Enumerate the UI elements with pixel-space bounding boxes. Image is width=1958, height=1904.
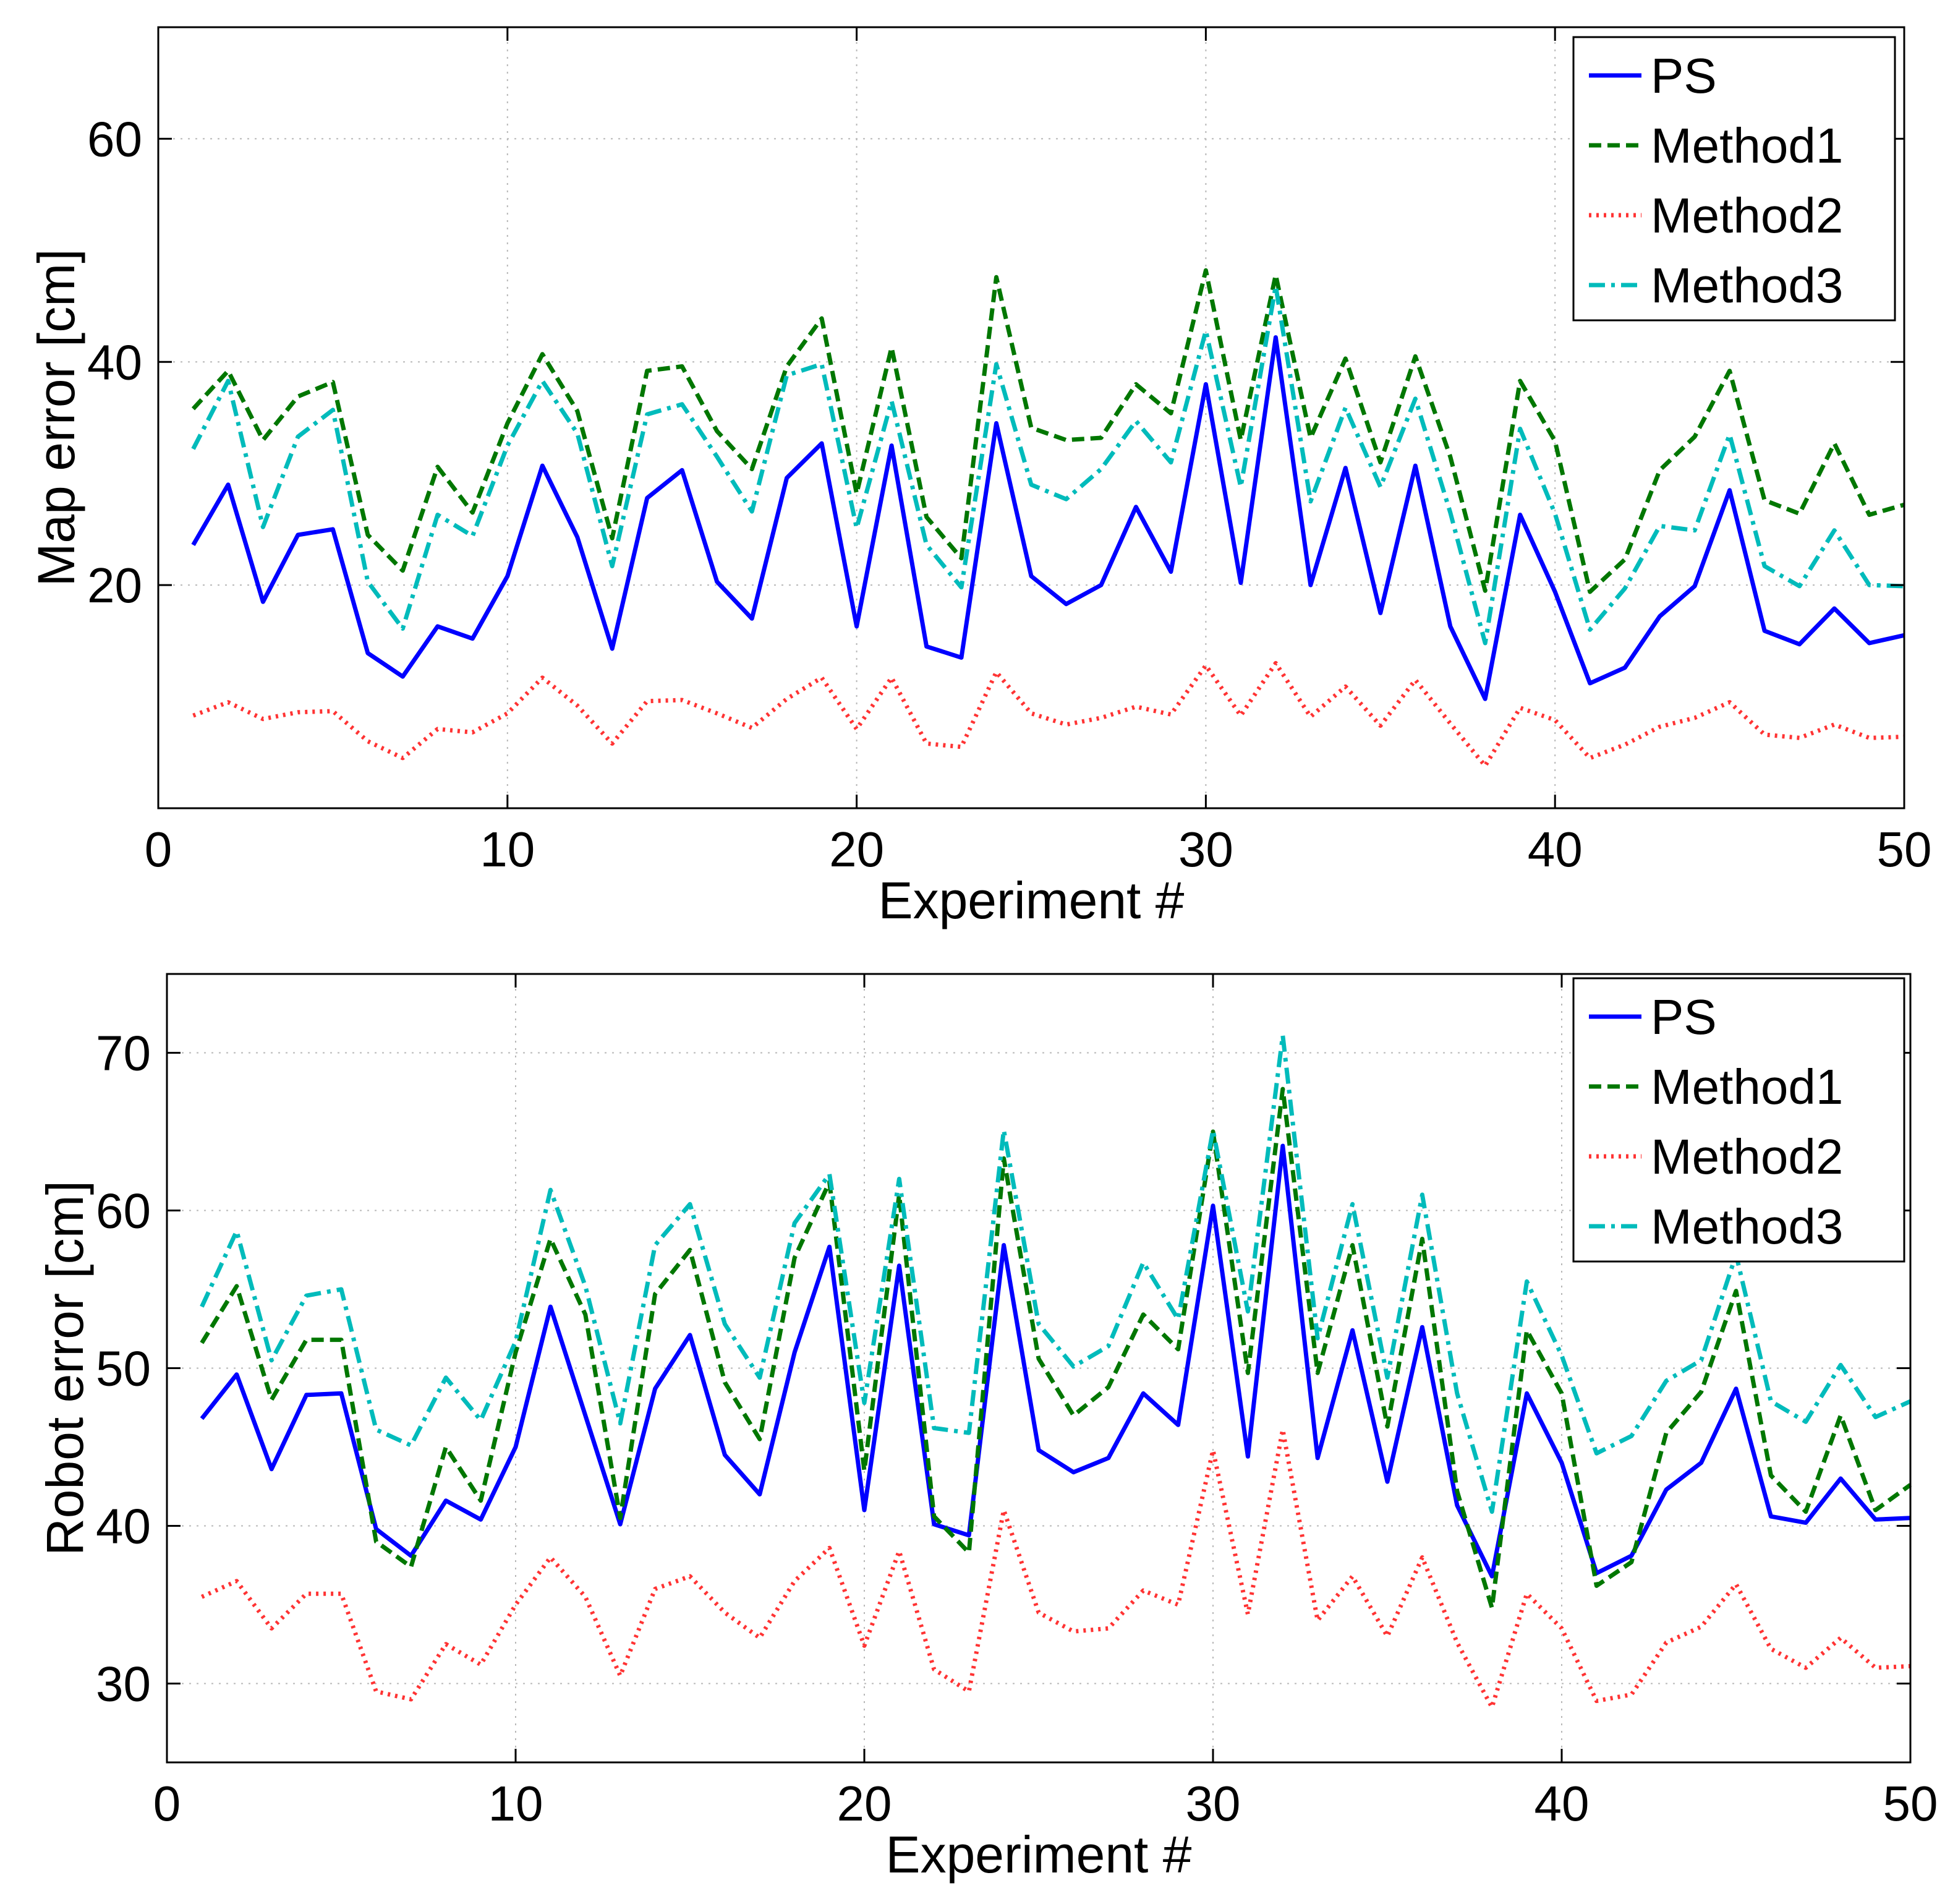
legend-label-method3: Method3 [1651, 258, 1843, 313]
y-tick-label: 50 [96, 1341, 151, 1396]
series-line-ps [200, 1143, 1911, 1579]
x-tick-label: 40 [1534, 1776, 1590, 1831]
x-axis-label: Experiment # [879, 871, 1185, 929]
robot-error-chart: 0 10 20 30 40 50 30 40 50 60 70 Experiment # Robot e… [36, 973, 1938, 1884]
x-tick-label: 20 [829, 822, 884, 877]
legend-box [1572, 977, 1905, 1263]
x-tick-label: 50 [1877, 822, 1932, 877]
y-tick-label: 70 [96, 1026, 151, 1081]
map-error-chart: 0 10 20 30 40 50 20 40 60 Experiment # Map error [… [27, 26, 1932, 929]
x-tick-label: 30 [1186, 1776, 1241, 1831]
x-tick-label: 10 [488, 1776, 543, 1831]
legend-label-ps: PS [1651, 48, 1717, 103]
legend: PS Method1 Method2 Method3 [1572, 977, 1905, 1263]
axes-frame [157, 26, 1905, 809]
x-tick-label: 30 [1178, 822, 1233, 877]
x-tick-label: 50 [1883, 1776, 1938, 1831]
y-tick-label: 60 [96, 1184, 151, 1239]
legend-label-ps: PS [1651, 989, 1717, 1044]
x-tick-label: 40 [1528, 822, 1583, 877]
legend-label-method1: Method1 [1651, 118, 1843, 173]
x-tick-label: 10 [480, 822, 535, 877]
y-axis-label: Robot error [cm] [36, 1180, 94, 1556]
series-line-ps [191, 335, 1905, 701]
legend-box [1572, 36, 1896, 322]
series-line-method2 [200, 1427, 1911, 1710]
series-line-method1 [200, 1086, 1912, 1610]
y-axis-label: Map error [cm] [27, 249, 85, 586]
legend-label-method2: Method2 [1651, 188, 1843, 243]
series-line-method2 [192, 660, 1905, 768]
legend-label-method1: Method1 [1651, 1059, 1843, 1114]
x-tick-label: 0 [153, 1776, 181, 1831]
y-tick-label: 60 [87, 111, 142, 166]
series-line-method3 [191, 284, 1905, 646]
y-tick-label: 40 [87, 335, 142, 390]
x-tick-label: 0 [145, 822, 172, 877]
y-tick-label: 40 [96, 1499, 151, 1554]
legend: PS Method1 Method2 Method3 [1572, 36, 1896, 322]
x-axis-label: Experiment # [886, 1825, 1192, 1884]
legend-label-method3: Method3 [1651, 1199, 1843, 1254]
y-tick-label: 20 [87, 558, 142, 613]
x-tick-label: 20 [837, 1776, 892, 1831]
series-line-method1 [191, 268, 1905, 594]
series-line-method3 [200, 1033, 1912, 1514]
legend-label-method2: Method2 [1651, 1129, 1843, 1184]
y-tick-label: 30 [96, 1657, 151, 1712]
